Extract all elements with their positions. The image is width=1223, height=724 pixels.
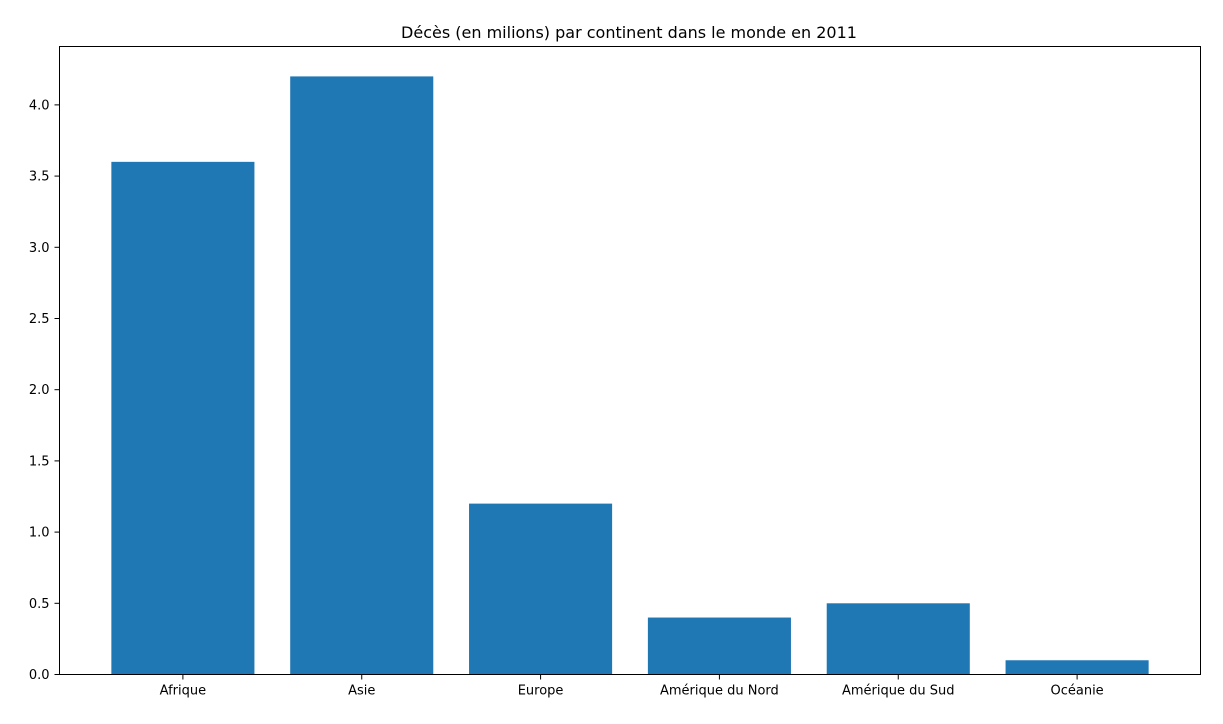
y-tick-label: 2.5: [29, 312, 50, 327]
y-tick-label: 3.5: [29, 170, 50, 185]
bar-5: [1005, 660, 1149, 675]
x-tick-label: Océanie: [1050, 684, 1103, 699]
bar-4: [826, 603, 970, 675]
plot-frame: [59, 46, 1201, 675]
x-axis: Afrique Asie Europe Amérique du Nord Amériqu…: [160, 674, 1104, 699]
x-tick-label: Europe: [518, 684, 564, 699]
x-tick-label: Amérique du Nord: [660, 684, 779, 699]
bar-0: [111, 161, 255, 675]
chart-title: Décès (en milions) par continent dans le…: [401, 23, 857, 42]
y-tick-label: 1.0: [29, 526, 50, 541]
x-tick-label: Amérique du Sud: [842, 684, 955, 699]
y-tick-label: 1.5: [29, 454, 50, 469]
y-tick-label: 2.0: [29, 383, 50, 398]
bar-1: [290, 76, 434, 675]
x-tick-label: Asie: [348, 684, 375, 699]
y-axis: 0.0 0.5 1.0 1.5 2.0 2.5 3.0 3.5 4.0: [29, 98, 60, 683]
y-tick-label: 3.0: [29, 241, 50, 256]
bars-layer: [111, 76, 1149, 675]
bar-3: [647, 617, 791, 675]
bar-2: [469, 503, 613, 675]
y-tick-label: 0.5: [29, 597, 50, 612]
x-tick-label: Afrique: [160, 684, 206, 699]
y-tick-label: 4.0: [29, 98, 50, 113]
y-tick-label: 0.0: [29, 668, 50, 683]
